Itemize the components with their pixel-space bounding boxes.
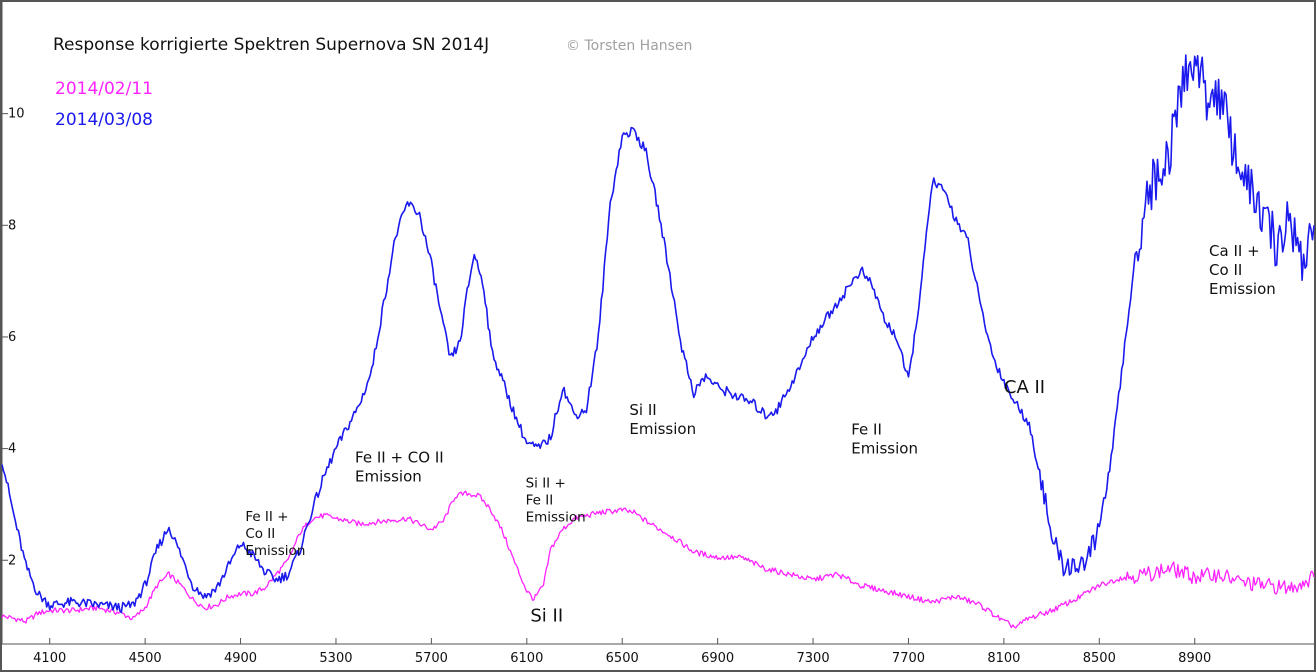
y-tick-label: 10	[8, 107, 25, 122]
annotation-text: Emission	[526, 510, 586, 526]
annotation-text: Emission	[851, 440, 918, 458]
annotation-text: Emission	[1209, 280, 1276, 298]
annotation-text: Si II	[530, 606, 563, 627]
annotation-text: Si II +	[526, 476, 566, 492]
annotation-text: Co II	[1209, 261, 1242, 279]
chart-title: Response korrigierte Spektren Supernova …	[53, 35, 489, 55]
legend-series-2: 2014/03/08	[55, 110, 153, 130]
x-tick-label: 6500	[606, 651, 639, 666]
y-tick-label: 4	[8, 442, 16, 457]
x-tick-label: 7700	[892, 651, 925, 666]
x-tick-label: 5700	[415, 651, 448, 666]
annotation-text: Emission	[629, 420, 696, 438]
annotation-text: Si II	[629, 401, 656, 419]
x-tick-label: 7300	[797, 651, 830, 666]
series-layer	[1, 54, 1315, 629]
annotation-text: Fe II +	[245, 509, 288, 525]
x-tick-label: 5300	[319, 651, 352, 666]
tick-layer: 4100 4500 4900 5300 5700 6100 6500 6900 7300 7700…	[2, 107, 1211, 666]
annotation-text: CA II	[1004, 377, 1045, 398]
copyright-text: © Torsten Hansen	[566, 38, 692, 54]
y-tick-label: 6	[8, 330, 16, 345]
x-tick-label: 8500	[1083, 651, 1116, 666]
x-tick-label: 4100	[33, 651, 66, 666]
series-line-2	[1, 54, 1315, 614]
y-tick-label: 8	[8, 218, 16, 233]
y-tick-label: 2	[8, 553, 16, 568]
legend-series-1: 2014/02/11	[55, 79, 153, 99]
annotation-text: Emission	[245, 543, 305, 559]
annotation-4: Si II	[530, 606, 563, 627]
annotation-text: Ca II +	[1209, 242, 1260, 260]
series-line-1	[1, 490, 1315, 629]
x-tick-label: 8100	[987, 651, 1020, 666]
x-tick-label: 4500	[129, 651, 162, 666]
annotation-text: Emission	[355, 468, 422, 486]
annotation-text: Fe II	[851, 421, 882, 439]
annotation-text: Fe II + CO II	[355, 449, 444, 467]
annotation-text: Fe II	[526, 493, 554, 509]
annotation-7: CA II	[1004, 377, 1045, 398]
x-tick-label: 8900	[1178, 651, 1211, 666]
x-tick-label: 6100	[510, 651, 543, 666]
annotation-text: Co II	[245, 526, 275, 542]
x-tick-label: 6900	[701, 651, 734, 666]
x-tick-label: 4900	[224, 651, 257, 666]
